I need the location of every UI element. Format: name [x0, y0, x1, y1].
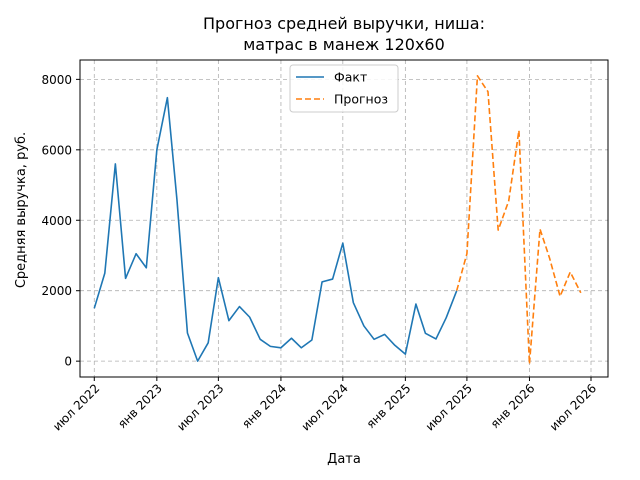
x-tick-label: июл 2023 — [174, 381, 226, 433]
x-tick-label: июл 2025 — [423, 381, 475, 433]
y-axis-ticks: 0 2000 4000 6000 8000 — [41, 73, 80, 369]
x-axis-label: Дата — [327, 452, 361, 467]
plot-frame — [79, 59, 609, 378]
x-tick-label: июл 2022 — [50, 381, 102, 433]
x-tick-label: янв 2026 — [488, 381, 538, 431]
plot-series — [93, 75, 582, 365]
chart-title: Прогноз средней выручки, ниша: матрас в … — [203, 14, 485, 54]
y-tick-label: 0 — [64, 355, 72, 369]
x-tick-label: янв 2025 — [364, 381, 414, 431]
legend: Факт Прогноз — [289, 64, 399, 113]
grid — [80, 60, 608, 377]
y-axis-label: Средняя выручка, руб. — [14, 132, 29, 288]
chart-title-line-1: Прогноз средней выручки, ниша: — [203, 14, 485, 33]
legend-label: Факт — [334, 70, 367, 85]
x-tick-label: янв 2024 — [239, 381, 289, 431]
legend-label: Прогноз — [334, 92, 388, 107]
x-tick-label: июл 2024 — [299, 381, 351, 433]
y-tick-label: 6000 — [41, 143, 72, 157]
y-tick-label: 4000 — [41, 214, 72, 228]
series-line-forecast — [455, 75, 582, 365]
series-line-fact — [93, 96, 458, 362]
y-tick-label: 2000 — [41, 284, 72, 298]
y-tick-label: 8000 — [41, 73, 72, 87]
x-axis-ticks: июл 2022 янв 2023 июл 2023 янв 2024 июл 2024… — [50, 377, 599, 434]
x-tick-label: июл 2026 — [547, 381, 599, 433]
chart-title-line-2: матрас в манеж 120х60 — [243, 35, 445, 54]
x-tick-label: янв 2023 — [115, 381, 165, 431]
